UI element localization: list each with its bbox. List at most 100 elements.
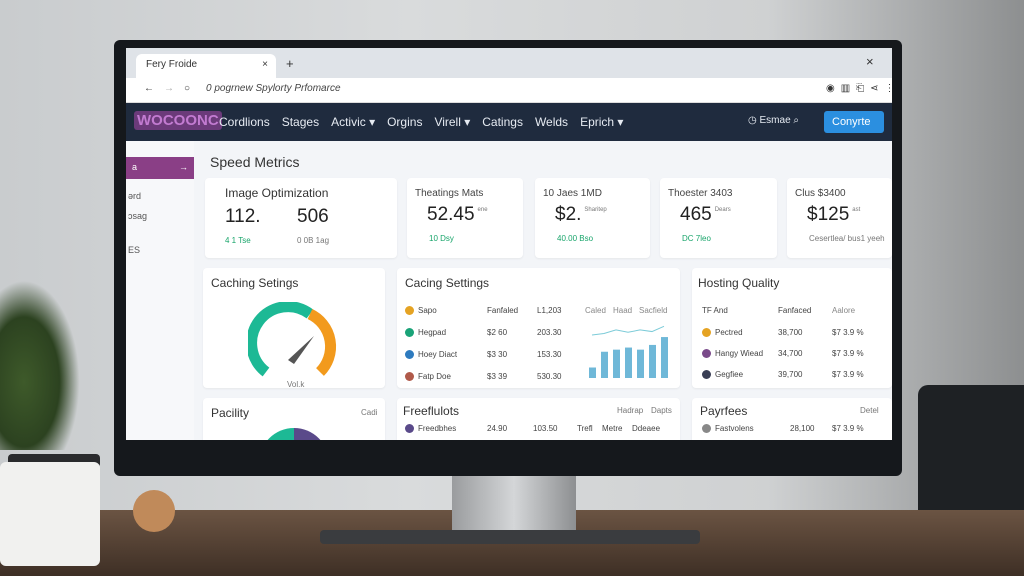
browser-tab[interactable]: Fery Froide × (136, 54, 276, 78)
mug (0, 462, 100, 566)
row-value: 530.30 (537, 372, 562, 381)
row-name: Sapo (418, 306, 437, 315)
row-value: 39,700 (778, 370, 803, 379)
row-name: Freedbhes (418, 424, 457, 433)
nav-item[interactable]: Welds (534, 115, 569, 129)
avatar (405, 424, 414, 434)
sidebar-item[interactable]: ES (128, 245, 141, 255)
nav-item[interactable]: Activic ▾ (331, 115, 376, 129)
table-row[interactable]: Pectred (702, 328, 743, 338)
metric-title: Clus $3400 (795, 188, 846, 199)
chart-bar (613, 349, 620, 378)
gauge-arc-orange (307, 309, 337, 376)
row-value: 203.30 (537, 328, 562, 337)
card-link[interactable]: Detel (860, 406, 879, 415)
back-icon[interactable]: ← (144, 83, 154, 94)
nav-item[interactable]: Stages (281, 115, 320, 129)
row-value: $7 3.9 % (832, 328, 864, 337)
row-value: $7 3.9 % (832, 424, 864, 433)
sidebar-item[interactable]: ərd (128, 191, 142, 201)
row-value: $7 3.9 % (832, 370, 864, 379)
cta-button[interactable]: Conyrte (824, 111, 884, 133)
metric-delta: Cesertlea/ bus1 yeeh (809, 234, 885, 243)
search-label: Esmae (759, 115, 791, 126)
row-name: Pectred (715, 328, 743, 337)
metric-unit: Sharitep (584, 207, 607, 213)
extension-icons[interactable]: ◉▥⎗⋖⋮ (826, 83, 892, 94)
metric-card: Thoester 3403 465 Dears DC 7leo (660, 178, 777, 258)
column-header: TF And (702, 306, 728, 315)
nav-item[interactable]: Cordlions (219, 115, 270, 129)
metric-value: 112. (225, 206, 261, 227)
plant (0, 280, 80, 450)
bar-chart (589, 325, 668, 378)
table-row[interactable]: Sapo (405, 306, 437, 316)
metric-value: 52.45 (427, 204, 475, 225)
nav-menu: Cordlions Stages Activic ▾ Orgins Virell… (219, 115, 623, 129)
top-nav: WOCOONC Cordlions Stages Activic ▾ Orgin… (126, 103, 892, 141)
row-select[interactable]: Ddeaee (632, 424, 661, 433)
hosting-quality-card: Hosting Quality TF And Fanfaced Aalore Pect… (692, 268, 892, 388)
column-header: Aalore (832, 306, 856, 315)
row-value: 28,100 (790, 424, 815, 433)
gauge-arc-green (248, 302, 314, 377)
card-link[interactable]: Hadrap (617, 406, 644, 415)
row-name: Hangy Wiead (715, 349, 764, 358)
screen: Fery Froide × + × ← → ○ 0 pogrnew Spylort… (126, 48, 892, 440)
card-link[interactable]: Dapts (651, 406, 672, 415)
speed-gauge (248, 302, 337, 377)
column-header: Fanfaced (778, 306, 812, 315)
metric-delta: 4 1 Tse (225, 236, 251, 245)
chart-bar (637, 349, 644, 378)
row-value: Fanfaled (487, 306, 519, 315)
monitor-base (320, 530, 700, 544)
url-input[interactable]: 0 pogrnew Spylorty Prfomarce (206, 83, 341, 94)
freeflutots-card: Freeflulots Hadrap Dapts Freedbhes 24.90… (397, 398, 680, 440)
sidebar-item-active[interactable]: a → (126, 157, 194, 179)
tab-bar: Fery Froide × + × (126, 48, 892, 78)
search-icon[interactable]: ⌕ (793, 115, 800, 126)
sidebar-item[interactable]: ɔsag (128, 211, 148, 221)
metric-note: 0 0B 1ag (297, 236, 330, 245)
table-row[interactable]: Hangy Wiead (702, 349, 764, 359)
sidebar: a → ərd ɔsag ES (126, 141, 194, 440)
new-tab-button[interactable]: + (286, 56, 294, 71)
table-row[interactable]: Hoey Diact (405, 350, 458, 360)
card-title: Pacility (211, 406, 250, 420)
row-tag: Metre (602, 424, 623, 433)
gauge-needle (288, 336, 314, 364)
close-window-button[interactable]: × (866, 54, 874, 69)
table-row[interactable]: Gegfiee (702, 370, 744, 380)
row-icon (702, 370, 711, 380)
close-tab-icon[interactable]: × (262, 59, 268, 70)
reload-icon[interactable]: ○ (184, 83, 191, 94)
row-icon (405, 350, 414, 360)
nav-item[interactable]: Orgins (387, 115, 423, 129)
forward-icon[interactable]: → (164, 83, 174, 94)
search-area[interactable]: ◷ Esmae ⌕ (748, 115, 800, 126)
metric-value-line: 465 Dears (680, 204, 731, 226)
card-title: Cacing Settings (405, 276, 490, 290)
chart-bar (601, 351, 608, 378)
row-name: Fatp Doe (418, 372, 451, 381)
row-name: Hoey Diact (418, 350, 458, 359)
table-row[interactable]: Fatp Doe (405, 372, 451, 382)
metric-unit: ene (477, 207, 488, 213)
sidebar-item-label: a (132, 162, 138, 172)
chart-legend: Caled (585, 306, 606, 315)
row-value: $3 30 (487, 350, 508, 359)
row-value: 103.50 (533, 424, 558, 433)
monitor-stand (452, 474, 576, 534)
page-title: Speed Metrics (210, 154, 300, 170)
logo: WOCOONC (134, 111, 222, 130)
card-link[interactable]: Cadi (361, 408, 378, 417)
pie-chart (259, 428, 329, 440)
nav-item[interactable]: Virell ▾ (434, 115, 471, 129)
row-value: $7 3.9 % (832, 349, 864, 358)
chart-bar (661, 337, 668, 378)
nav-item[interactable]: Eprich ▾ (580, 115, 624, 129)
row-name: Gegfiee (715, 370, 744, 379)
chart-bar (649, 344, 656, 378)
table-row[interactable]: Hegpad (405, 328, 446, 338)
nav-item[interactable]: Catings (482, 115, 523, 129)
